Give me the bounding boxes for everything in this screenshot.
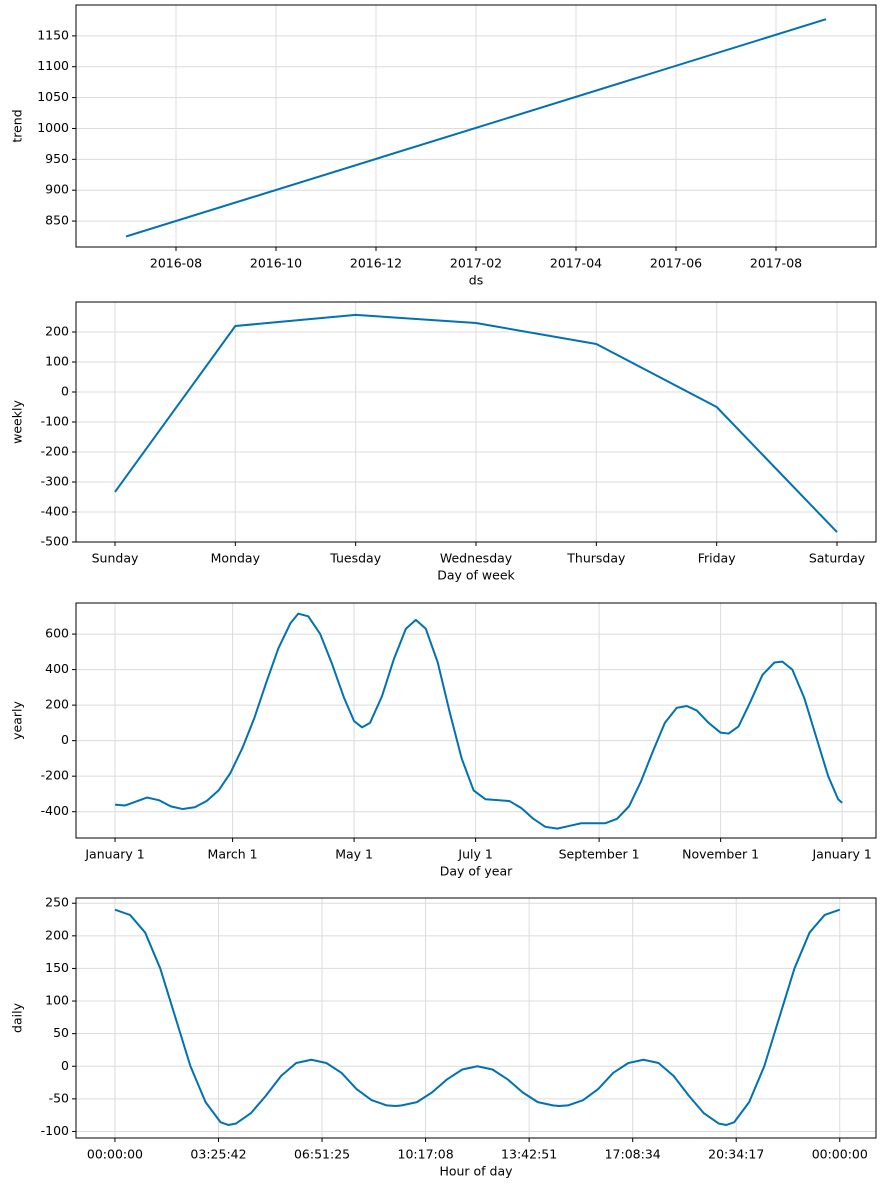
y-axis-label: yearly xyxy=(10,701,25,740)
x-tick-label: Saturday xyxy=(809,551,866,566)
x-tick-label: January 1 xyxy=(811,847,871,862)
x-tick-label: Monday xyxy=(211,551,261,566)
x-tick-label: May 1 xyxy=(335,847,373,862)
x-tick-label: 2017-08 xyxy=(750,256,802,271)
y-tick-label: -200 xyxy=(41,768,69,783)
x-tick-label: September 1 xyxy=(559,847,640,862)
line xyxy=(114,313,838,533)
y-tick-label: 250 xyxy=(45,895,69,910)
axes-frame xyxy=(75,897,877,1139)
x-tick-label: 2017-04 xyxy=(550,256,602,271)
y-tick-label: 600 xyxy=(45,626,69,641)
axes-frame xyxy=(75,602,877,839)
y-tick-label: 200 xyxy=(45,324,69,339)
y-tick-label: 1050 xyxy=(37,89,69,104)
y-tick-label: -100 xyxy=(41,414,69,429)
x-tick-label: March 1 xyxy=(208,847,258,862)
y-tick-label: -400 xyxy=(41,803,69,818)
x-tick-label: Wednesday xyxy=(440,551,513,566)
y-tick-label: 200 xyxy=(45,697,69,712)
y-axis-label: trend xyxy=(10,109,25,142)
y-tick-label: 0 xyxy=(61,384,69,399)
x-axis-label: Day of year xyxy=(440,864,513,879)
y-tick-label: -100 xyxy=(41,1123,69,1138)
x-tick-label: July 1 xyxy=(457,847,492,862)
x-tick-label: 2016-08 xyxy=(150,256,202,271)
x-tick-label: 06:51:25 xyxy=(294,1147,350,1162)
y-axis-label: daily xyxy=(10,1002,25,1033)
x-axis-label: ds xyxy=(469,273,483,288)
y-tick-label: 100 xyxy=(45,354,69,369)
x-tick-label: 2016-10 xyxy=(250,256,302,271)
y-axis-label: weekly xyxy=(10,400,25,444)
x-tick-label: Tuesday xyxy=(329,551,381,566)
line xyxy=(125,18,827,238)
x-tick-label: 2016-12 xyxy=(350,256,402,271)
y-tick-label: 100 xyxy=(45,993,69,1008)
y-tick-label: 850 xyxy=(45,213,69,228)
y-tick-label: -400 xyxy=(41,504,69,519)
y-tick-label: 1150 xyxy=(37,27,69,42)
x-tick-label: 17:08:34 xyxy=(605,1147,661,1162)
x-tick-label: January 1 xyxy=(84,847,144,862)
y-tick-label: 200 xyxy=(45,927,69,942)
x-tick-label: 13:42:51 xyxy=(501,1147,557,1162)
x-tick-label: 00:00:00 xyxy=(87,1147,143,1162)
y-tick-label: -500 xyxy=(41,534,69,549)
x-tick-label: 03:25:42 xyxy=(190,1147,246,1162)
y-tick-label: 950 xyxy=(45,151,69,166)
y-tick-label: -200 xyxy=(41,444,69,459)
x-tick-label: November 1 xyxy=(682,847,759,862)
y-tick-label: 1000 xyxy=(37,120,69,135)
x-tick-label: Thursday xyxy=(566,551,626,566)
line xyxy=(114,908,841,1126)
y-tick-label: -50 xyxy=(49,1090,69,1105)
x-tick-label: Sunday xyxy=(92,551,139,566)
x-tick-label: 00:00:00 xyxy=(812,1147,868,1162)
y-tick-label: 50 xyxy=(53,1025,69,1040)
y-tick-label: 0 xyxy=(61,732,69,747)
line xyxy=(114,612,843,830)
x-tick-label: 2017-02 xyxy=(450,256,502,271)
y-tick-label: 0 xyxy=(61,1058,69,1073)
x-axis-label: Day of week xyxy=(437,568,515,583)
y-tick-label: 150 xyxy=(45,960,69,975)
y-tick-label: 1100 xyxy=(37,58,69,73)
x-tick-label: 2017-06 xyxy=(650,256,702,271)
y-tick-label: -300 xyxy=(41,474,69,489)
x-axis-label: Hour of day xyxy=(439,1164,513,1179)
axes-frame xyxy=(75,301,877,543)
axes-frame xyxy=(75,4,877,248)
y-tick-label: 400 xyxy=(45,661,69,676)
y-tick-label: 900 xyxy=(45,182,69,197)
x-tick-label: 20:34:17 xyxy=(708,1147,764,1162)
x-tick-label: 10:17:08 xyxy=(398,1147,454,1162)
x-tick-label: Friday xyxy=(698,551,736,566)
